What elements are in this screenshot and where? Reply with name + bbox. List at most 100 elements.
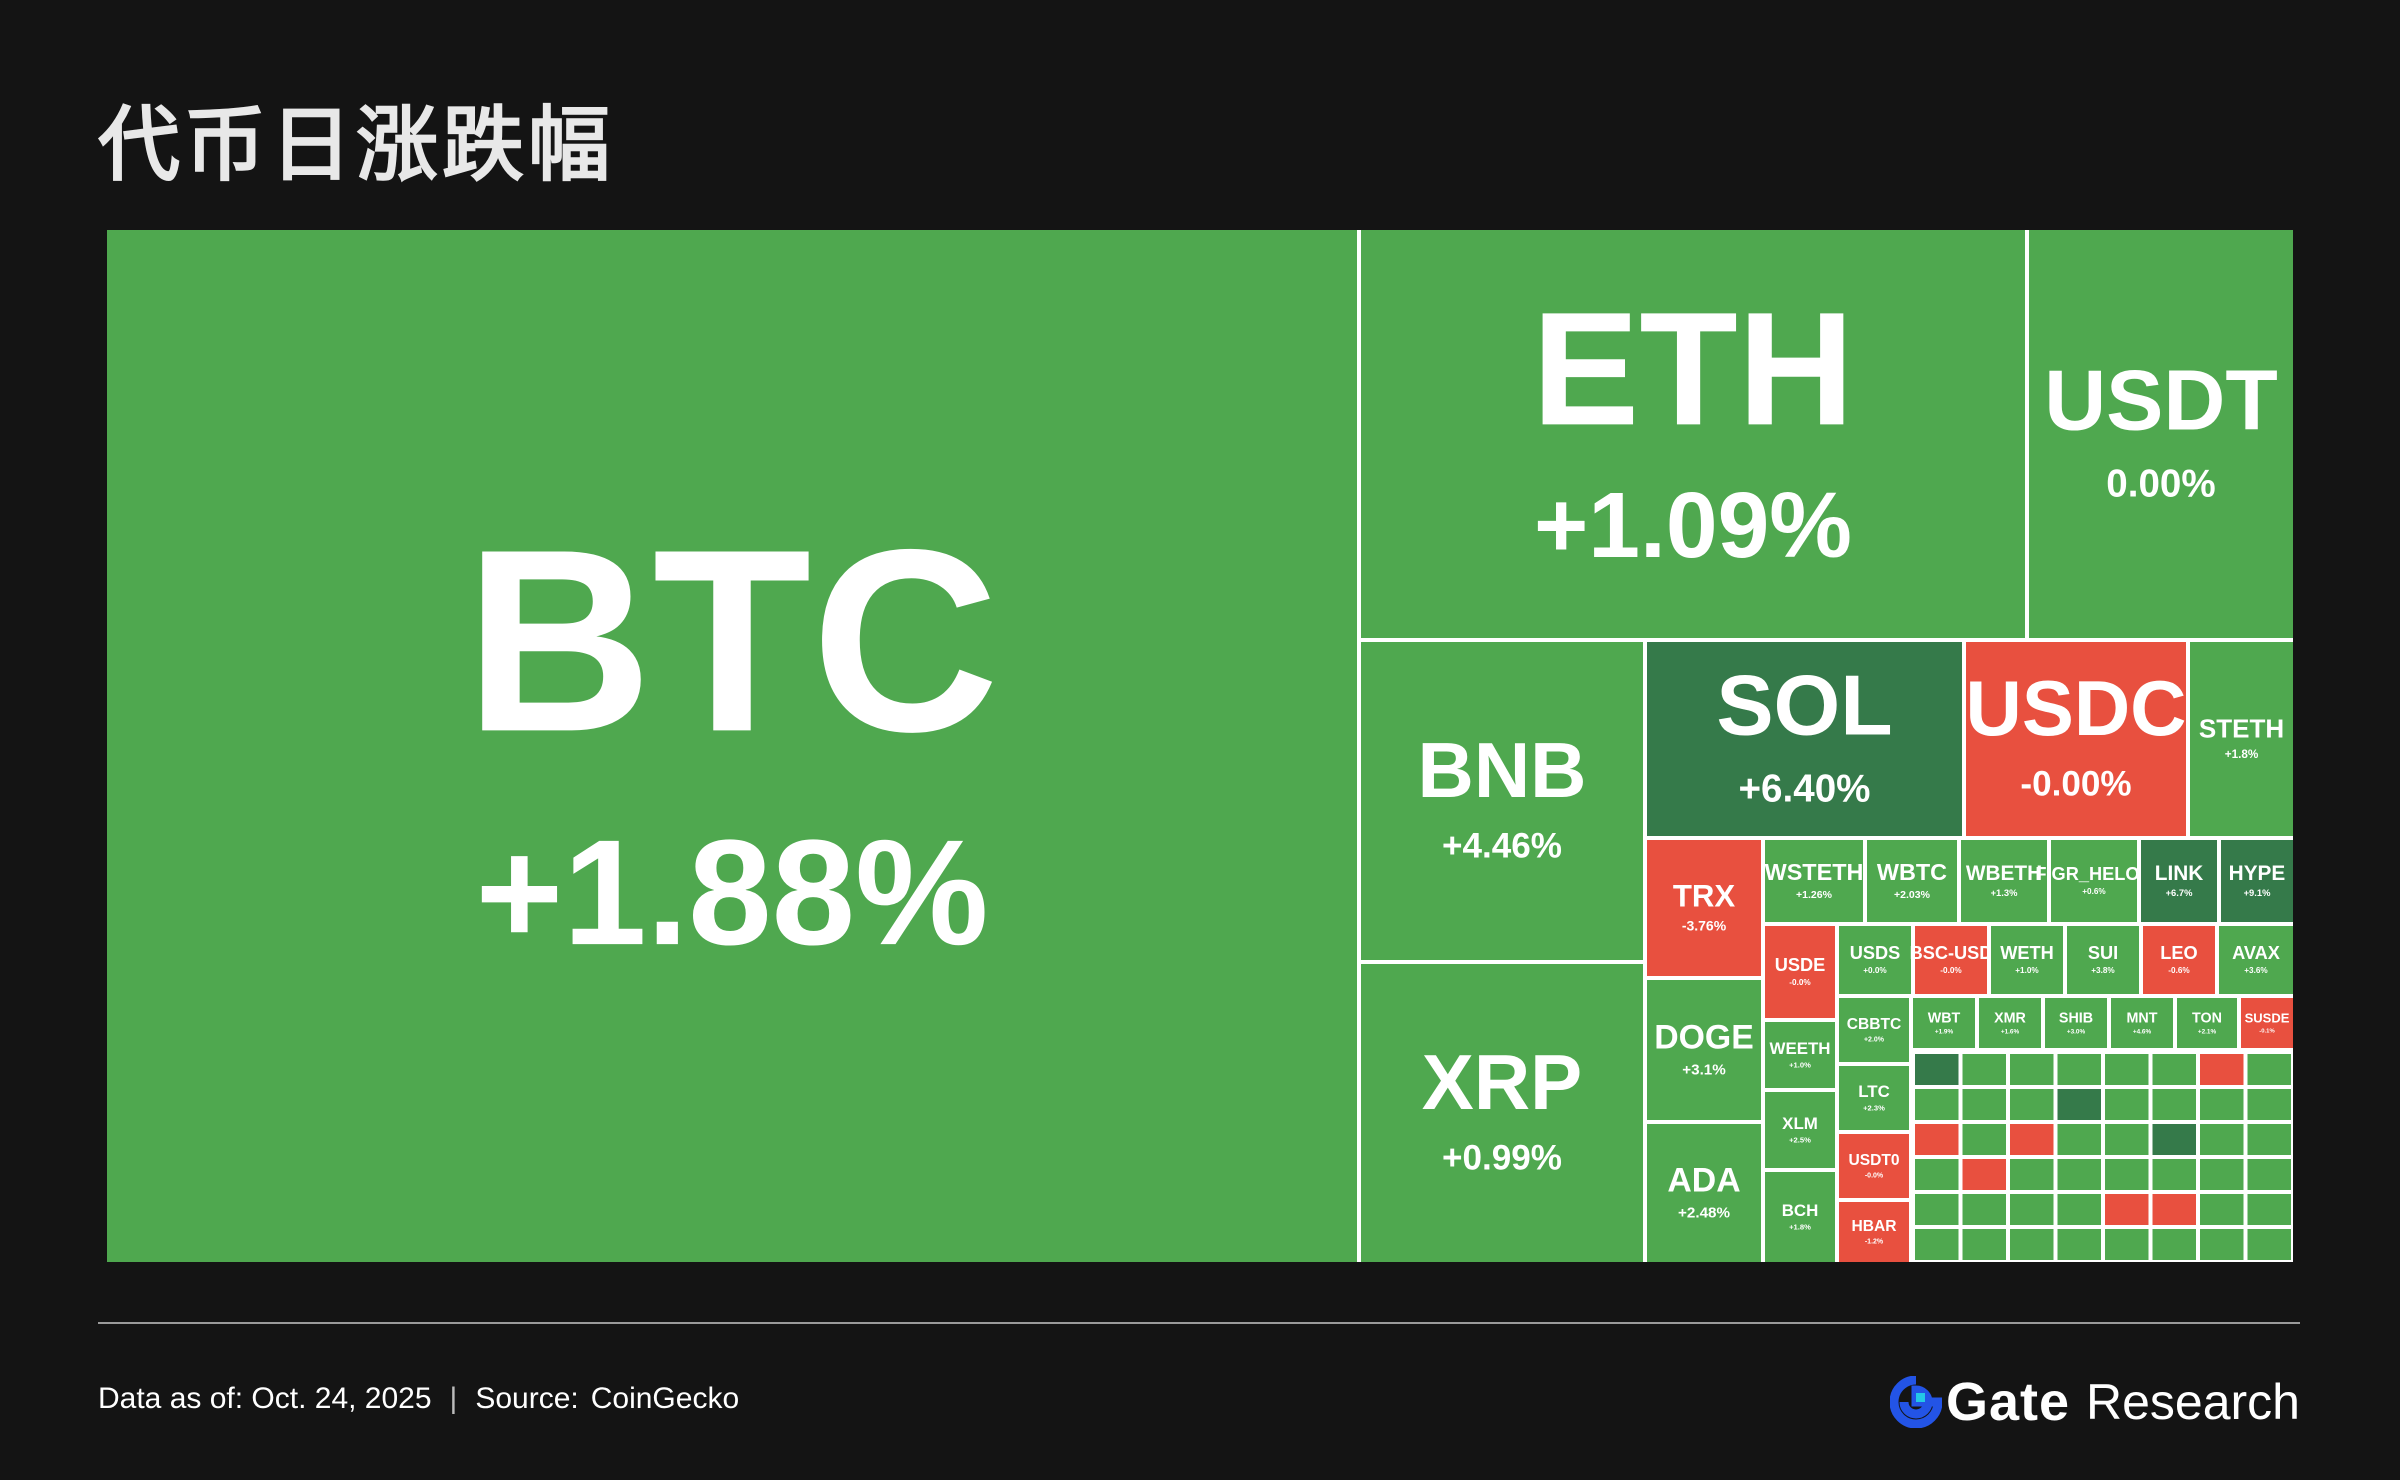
small-tile xyxy=(2010,1089,2054,1120)
tile-label-shib: SHIB xyxy=(2059,1010,2093,1026)
tile-wbtc: WBTC +2.03% xyxy=(1867,840,1957,922)
small-tile xyxy=(2057,1229,2101,1260)
tile-sui: SUI +3.8% xyxy=(2067,926,2139,994)
tile-trx: TRX -3.76% xyxy=(1647,840,1761,976)
treemap-chart: BTC +1.88% ETH +1.09% USDT 0.00% BNB +4.46% XRP +… xyxy=(107,230,2293,1262)
small-tile xyxy=(2057,1089,2101,1120)
tile-change-wbeth: +1.3% xyxy=(1991,887,2019,898)
gate-research-logo: Gate Research xyxy=(1889,1370,2300,1434)
tile-wbeth: WBETH +1.3% xyxy=(1961,840,2047,922)
tile-usdc: USDC -0.00% xyxy=(1965,642,2187,836)
tile-change-figr-heloc: +0.6% xyxy=(2082,887,2106,896)
tile-xmr: XMR +1.6% xyxy=(1979,998,2041,1048)
tile-ada: ADA +2.48% xyxy=(1647,1124,1761,1262)
tile-rect-link xyxy=(2141,840,2217,922)
tile-ltc: LTC +2.3% xyxy=(1839,1066,1909,1130)
small-tile xyxy=(2200,1159,2244,1190)
tile-label-wbtc: WBTC xyxy=(1877,859,1947,885)
tile-change-usdc: -0.00% xyxy=(2020,765,2131,804)
tile-rect-avax xyxy=(2219,926,2293,994)
tile-wsteth: WSTETH +1.26% xyxy=(1765,840,1864,922)
tile-label-susde: SUSDE xyxy=(2245,1010,2290,1025)
small-tile xyxy=(2152,1054,2196,1085)
tile-steth: STETH +1.8% xyxy=(2190,642,2293,836)
small-tile xyxy=(1915,1124,1959,1155)
tile-label-ton: TON xyxy=(2192,1010,2222,1026)
tile-label-avax: AVAX xyxy=(2232,943,2280,963)
small-tile xyxy=(2057,1124,2101,1155)
small-tile xyxy=(2057,1194,2101,1225)
tile-doge: DOGE +3.1% xyxy=(1647,980,1761,1120)
tile-change-bch: +1.8% xyxy=(1789,1222,1811,1231)
tile-rect-weeth xyxy=(1765,1022,1835,1088)
tile-cbbtc: CBBTC +2.0% xyxy=(1839,998,1909,1062)
small-tile xyxy=(2105,1194,2149,1225)
small-tile xyxy=(2247,1229,2291,1260)
tile-label-wbeth: WBETH xyxy=(1966,862,2042,885)
tile-label-steth: STETH xyxy=(2199,714,2284,744)
tile-label-wsteth: WSTETH xyxy=(1765,859,1864,885)
tile-rect-ton xyxy=(2177,998,2237,1048)
tile-rect-wbt xyxy=(1913,998,1975,1048)
tile-usds: USDS +0.0% xyxy=(1839,926,1911,994)
tile-change-bnb: +4.46% xyxy=(1442,827,1562,866)
tile-rect-wsteth xyxy=(1765,840,1863,922)
tile-rect-usde xyxy=(1765,926,1835,1018)
tile-label-bnb: BNB xyxy=(1418,726,1587,814)
small-tile xyxy=(2010,1194,2054,1225)
tile-change-btc: +1.88% xyxy=(476,808,989,976)
tile-weth: WETH +1.0% xyxy=(1991,926,2063,994)
tile-change-xrp: +0.99% xyxy=(1442,1139,1562,1178)
small-tile xyxy=(2200,1124,2244,1155)
tile-rect-figr-heloc xyxy=(2051,840,2137,922)
tile-figr-heloc: FIGR_HELOC +0.6% xyxy=(2035,840,2153,922)
gate-logo-icon xyxy=(1889,1376,1942,1428)
small-tile xyxy=(2010,1124,2054,1155)
brand-suffix: Research xyxy=(2086,1374,2300,1430)
tile-change-hbar: -1.2% xyxy=(1865,1238,1884,1245)
tile-label-btc: BTC xyxy=(465,496,999,786)
tile-rect-leo xyxy=(2143,926,2215,994)
data-date: Data as of: Oct. 24, 2025 xyxy=(98,1382,432,1415)
footer-divider xyxy=(98,1322,2300,1324)
tile-ton: TON +2.1% xyxy=(2177,998,2237,1048)
small-tile xyxy=(2152,1194,2196,1225)
tile-change-steth: +1.8% xyxy=(2225,748,2259,761)
tile-avax: AVAX +3.6% xyxy=(2219,926,2293,994)
tile-label-weeth: WEETH xyxy=(1770,1039,1831,1058)
tile-leo: LEO -0.6% xyxy=(2143,926,2215,994)
small-tile xyxy=(2152,1159,2196,1190)
tile-rect-eth xyxy=(1361,230,2025,638)
tile-change-shib: +3.0% xyxy=(2067,1028,2086,1035)
tile-label-leo: LEO xyxy=(2160,943,2197,963)
tile-change-eth: +1.09% xyxy=(1534,473,1852,577)
tile-label-usde: USDE xyxy=(1775,955,1826,975)
tile-rect-xmr xyxy=(1979,998,2041,1048)
tile-change-weeth: +1.0% xyxy=(1789,1060,1811,1069)
tile-label-usdt: USDT xyxy=(2044,353,2278,449)
small-tile xyxy=(2152,1089,2196,1120)
tile-change-cbbtc: +2.0% xyxy=(1864,1036,1885,1043)
tile-usdt0: USDT0 -0.0% xyxy=(1839,1134,1909,1198)
small-tile xyxy=(2247,1159,2291,1190)
tile-eth: ETH +1.09% xyxy=(1361,230,2025,638)
tile-change-link: +6.7% xyxy=(2166,887,2194,898)
small-tile xyxy=(2200,1229,2244,1260)
tile-change-susde: -0.1% xyxy=(2259,1028,2275,1034)
tile-change-sol: +6.40% xyxy=(1739,767,1871,810)
tile-label-usdc: USDC xyxy=(1965,664,2186,752)
tile-change-usde: -0.0% xyxy=(1789,978,1811,987)
small-tile xyxy=(2105,1089,2149,1120)
tile-change-leo: -0.6% xyxy=(2168,966,2190,975)
tile-label-ltc: LTC xyxy=(1858,1082,1890,1101)
tile-label-bsc-usd: BSC-USD xyxy=(1910,943,1993,963)
tile-rect-usds xyxy=(1839,926,1911,994)
tile-bsc-usd: BSC-USD -0.0% xyxy=(1910,926,1993,994)
tile-change-hype: +9.1% xyxy=(2244,887,2272,898)
tile-usde: USDE -0.0% xyxy=(1765,926,1835,1018)
tile-label-sol: SOL xyxy=(1716,658,1892,754)
small-tile xyxy=(1915,1054,1959,1085)
tile-label-doge: DOGE xyxy=(1654,1018,1754,1056)
tile-label-eth: ETH xyxy=(1532,279,1854,459)
tile-weeth: WEETH +1.0% xyxy=(1765,1022,1835,1088)
